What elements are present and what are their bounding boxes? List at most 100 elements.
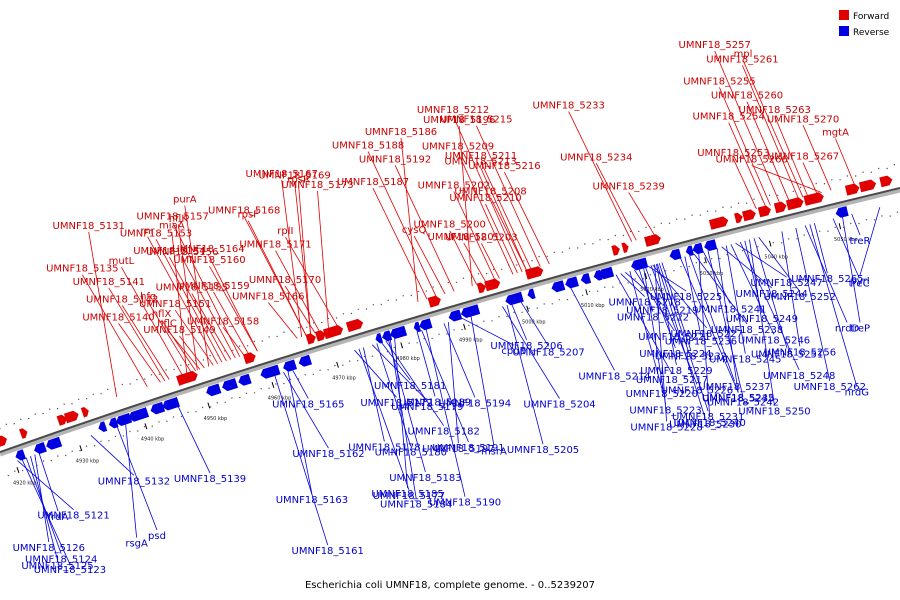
reverse-gene-label: UMNF18_5177 [373,491,445,502]
reverse-gene-label: UMNF18_5190 [429,498,501,509]
label-leader-line [652,264,708,329]
label-leader-line [125,423,137,538]
label-leader-line [413,235,446,295]
dot-marker [393,346,395,349]
dot-marker [741,250,744,252]
dot-marker [395,299,397,301]
dot-marker [673,270,675,272]
reverse-gene [419,318,433,331]
tick-mark [526,305,529,312]
dot-marker [597,290,599,292]
forward-gene-label: UMNF18_5266 [716,155,788,166]
dot-marker [268,387,270,389]
label-leader-line [155,239,223,363]
label-leader-line [222,327,245,356]
dot-marker [878,167,880,170]
reverse-gene-label: UMNF18_5194 [439,398,511,409]
dot-marker [855,175,857,177]
dot-marker [558,299,560,301]
label-leader-line [448,322,459,444]
dot-marker [386,351,389,353]
forward-gene-label: UMNF18_5156 [146,247,218,258]
dot-marker [808,186,810,189]
dot-marker [416,342,418,344]
label-leader-line [802,162,818,194]
dot-marker [551,303,553,305]
tick-label: 4920 kbp [13,481,37,487]
reverse-gene-label: UMNF18_5226 [661,385,733,396]
label-leader-line [90,435,135,476]
reverse-gene [15,449,26,461]
label-leader-line [389,339,417,499]
dot-marker [165,369,167,371]
forward-gene-label: UMNF18_5261 [706,54,778,65]
forward-gene [708,216,729,230]
dot-marker [607,238,609,241]
dot-marker [342,313,345,315]
reverse-gene-label: UMNF18_5236 [665,336,737,347]
reverse-gene-label: UMNF18_5249 [726,314,798,325]
label-leader-line [147,302,192,373]
label-leader-line [457,152,514,275]
reverse-gene-label: UMNF18_5231 [672,412,744,423]
label-leader-line [620,273,645,297]
reverse-gene-label: UMNF18_5232 [655,352,727,363]
dot-marker [245,392,248,394]
forward-gene-label: UMNF18_5200 [414,220,486,231]
reverse-gene-label: psd [148,531,166,542]
dot-marker [792,190,794,193]
forward-gene-label: UMNF18_5167 [246,169,318,180]
forward-gene-label: UMNF18_5210 [449,193,521,204]
dot-marker [194,359,197,362]
reverse-gene [390,325,408,339]
reverse-gene [551,280,566,293]
forward-gene-label: UMNF18_5213 [444,157,516,168]
dot-marker [327,317,330,320]
dot-marker [498,316,500,318]
dot-marker [846,175,849,177]
tick-label: 5020 kbp [640,287,664,293]
reverse-gene-label: UMNF18_5162 [292,449,364,460]
dot-marker [612,286,614,288]
dot-marker [216,402,218,404]
label-leader-line [753,238,788,349]
reverse-gene-label: UMNF18_5217 [636,375,708,386]
dot-marker [137,430,139,432]
forward-gene [773,201,787,214]
dot-marker [319,369,321,371]
forward-gene-label: hflC [157,319,177,330]
forward-gene-label: rpsR [287,174,310,185]
label-leader-line [475,125,541,267]
dot-marker [619,282,621,284]
reverse-gene-label: UMNF18_5126 [13,543,85,554]
dot-marker [291,331,293,333]
label-leader-line [568,111,633,242]
reverse-gene-label: UMNF18_5197 [422,444,494,455]
dot-marker [834,226,836,229]
reverse-gene-label: UMNF18_5125 [21,561,93,572]
label-leader-line [380,341,411,381]
label-leader-line [802,125,832,191]
dot-marker [577,247,579,249]
label-leader-line [643,267,666,405]
dot-marker [312,373,314,376]
label-leader-line [298,185,311,335]
label-leader-line [746,101,790,201]
forward-gene-label: UMNF18_5141 [73,277,145,288]
legend-reverse-label: Reverse [853,28,890,38]
dot-marker [688,265,690,268]
dot-marker [566,298,569,301]
label-leader-line [284,285,316,334]
forward-gene-label: mpl [734,49,753,60]
label-leader-line [480,162,532,270]
dot-marker [749,250,752,252]
gene-labels: UMNF18_5266 UMNF18_5263 UMNF18_5261 mgtA UMN… [13,40,871,576]
label-leader-line [470,315,495,446]
label-leader-line [842,216,861,323]
forward-gene [844,183,860,196]
dot-marker [516,264,518,266]
reverse-gene-label: UMNF18_5243 [702,393,774,404]
dot-marker [209,406,212,408]
label-leader-line [650,265,698,385]
dot-marker [761,198,763,200]
